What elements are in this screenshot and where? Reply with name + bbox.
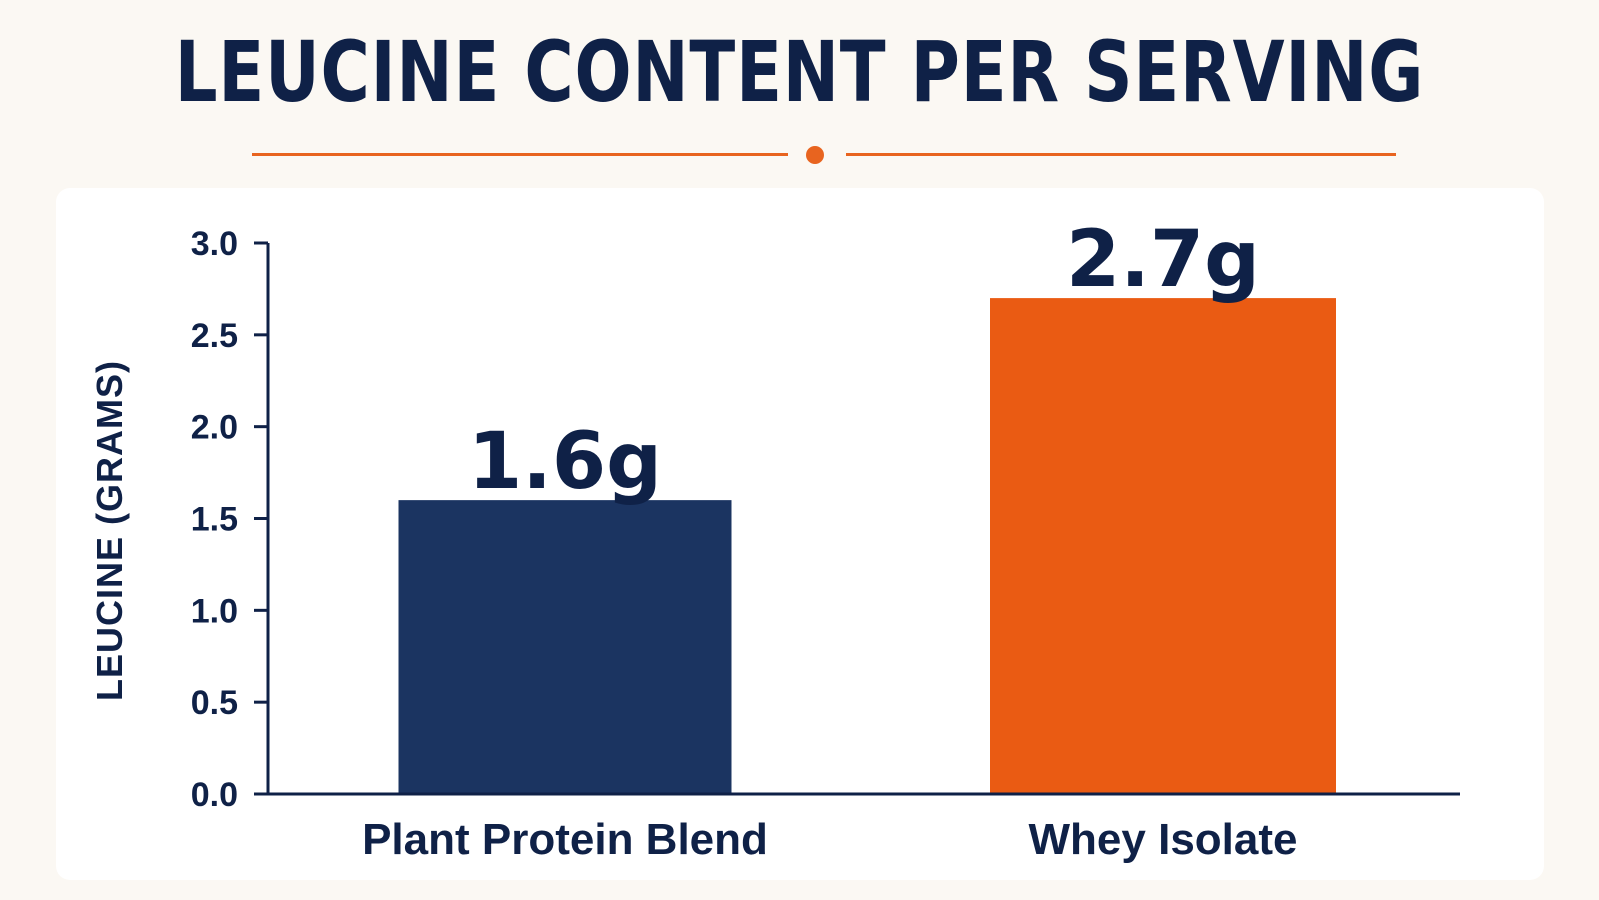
y-tick-label: 0.5 — [191, 684, 238, 722]
y-axis-title: LEUCINE (GRAMS) — [89, 360, 130, 701]
bar-whey-isolate — [990, 298, 1336, 794]
y-tick-label: 1.5 — [191, 501, 238, 539]
y-tick-label: 3.0 — [191, 225, 238, 263]
y-tick-label: 1.0 — [191, 592, 238, 630]
y-axis-ticks: 0.0 0.5 1.0 1.5 2.0 2.5 3.0 — [191, 225, 268, 814]
chart-title: LEUCINE CONTENT PER SERVING — [174, 23, 1425, 121]
category-label: Plant Protein Blend — [362, 815, 768, 864]
title-divider-left — [252, 153, 788, 156]
y-tick-label: 2.5 — [191, 317, 238, 355]
value-label: 1.6g — [468, 417, 662, 507]
category-label: Whey Isolate — [1029, 815, 1298, 864]
value-label: 2.7g — [1066, 215, 1260, 305]
bar-plant-protein-blend — [398, 500, 732, 794]
category-labels: Plant Protein Blend Whey Isolate — [362, 815, 1297, 864]
y-tick-label: 0.0 — [191, 776, 238, 814]
value-labels: 1.6g 2.7g — [468, 215, 1260, 507]
title-divider-dot — [806, 146, 824, 164]
bars — [398, 298, 1336, 794]
y-tick-label: 2.0 — [191, 409, 238, 447]
title-divider-right — [846, 153, 1396, 156]
